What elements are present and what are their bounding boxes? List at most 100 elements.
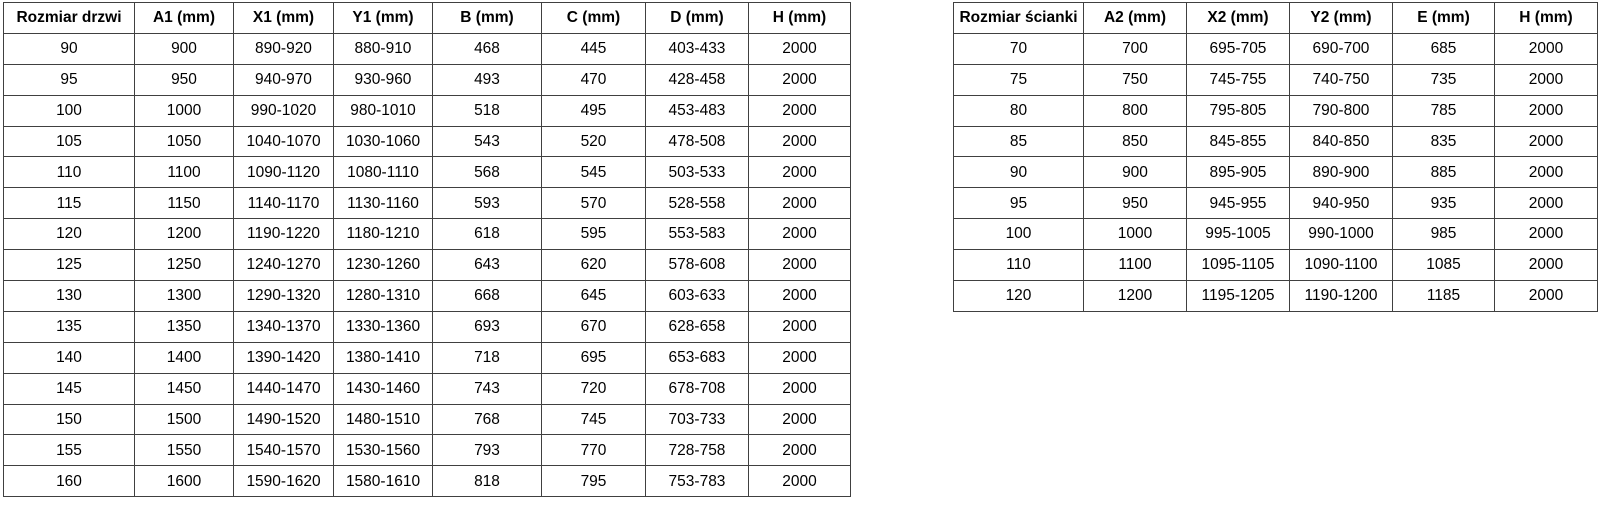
table-cell: 620 bbox=[541, 249, 646, 282]
table-cell: 528-558 bbox=[645, 187, 749, 220]
column-header: E (mm) bbox=[1392, 2, 1495, 34]
table-cell: 800 bbox=[1083, 94, 1187, 127]
table-cell: 568 bbox=[432, 156, 542, 189]
table-cell: 1100 bbox=[134, 156, 234, 189]
table-cell: 945-955 bbox=[1186, 187, 1290, 220]
table-cell: 728-758 bbox=[645, 434, 749, 467]
table-cell: 155 bbox=[3, 434, 135, 467]
table-cell: 980-1010 bbox=[333, 94, 433, 127]
table-row: 130 1300 1290-1320 1280-1310 668 645 603-633 20… bbox=[3, 280, 851, 312]
table-cell: 745-755 bbox=[1186, 63, 1290, 96]
table-cell: 543 bbox=[432, 125, 542, 158]
column-header: Y1 (mm) bbox=[333, 2, 433, 34]
table-cell: 985 bbox=[1392, 218, 1495, 251]
table-cell: 1330-1360 bbox=[333, 310, 433, 343]
table-cell: 1085 bbox=[1392, 249, 1495, 282]
column-header: C (mm) bbox=[541, 2, 646, 34]
table-cell: 703-733 bbox=[645, 403, 749, 436]
table-cell: 900 bbox=[1083, 156, 1187, 189]
table-cell: 740-750 bbox=[1289, 63, 1393, 96]
table-cell: 1090-1100 bbox=[1289, 249, 1393, 282]
table-cell: 880-910 bbox=[333, 32, 433, 65]
table-cell: 468 bbox=[432, 32, 542, 65]
table-cell: 445 bbox=[541, 32, 646, 65]
table-cell: 130 bbox=[3, 280, 135, 312]
table-cell: 160 bbox=[3, 465, 135, 498]
table-row: 145 1450 1440-1470 1430-1460 743 720 678-708 20… bbox=[3, 372, 851, 405]
table-cell: 1450 bbox=[134, 372, 234, 405]
table-cell: 478-508 bbox=[645, 125, 749, 158]
table-cell: 2000 bbox=[748, 94, 851, 127]
table-cell: 885 bbox=[1392, 156, 1495, 189]
table-cell: 1530-1560 bbox=[333, 434, 433, 467]
table-cell: 1200 bbox=[1083, 280, 1187, 312]
table-cell: 1130-1160 bbox=[333, 187, 433, 220]
table-cell: 2000 bbox=[1494, 218, 1598, 251]
table-cell: 1580-1610 bbox=[333, 465, 433, 498]
table-cell: 693 bbox=[432, 310, 542, 343]
table-cell: 75 bbox=[953, 63, 1084, 96]
table-cell: 2000 bbox=[1494, 63, 1598, 96]
table-cell: 95 bbox=[953, 187, 1084, 220]
table-row: 85 850 845-855 840-850 835 2000 bbox=[953, 125, 1598, 158]
table-cell: 493 bbox=[432, 63, 542, 96]
column-header: A1 (mm) bbox=[134, 2, 234, 34]
table-cell: 1380-1410 bbox=[333, 341, 433, 374]
table-cell: 1000 bbox=[1083, 218, 1187, 251]
table-cell: 1190-1200 bbox=[1289, 280, 1393, 312]
table-cell: 1350 bbox=[134, 310, 234, 343]
table-cell: 940-970 bbox=[233, 63, 334, 96]
table-cell: 110 bbox=[3, 156, 135, 189]
table-cell: 745 bbox=[541, 403, 646, 436]
table-cell: 2000 bbox=[748, 372, 851, 405]
table-cell: 503-533 bbox=[645, 156, 749, 189]
table-cell: 685 bbox=[1392, 32, 1495, 65]
table-cell: 145 bbox=[3, 372, 135, 405]
table-cell: 1340-1370 bbox=[233, 310, 334, 343]
table-cell: 845-855 bbox=[1186, 125, 1290, 158]
column-header: B (mm) bbox=[432, 2, 542, 34]
table-cell: 690-700 bbox=[1289, 32, 1393, 65]
table-cell: 793 bbox=[432, 434, 542, 467]
table-cell: 2000 bbox=[748, 280, 851, 312]
table-cell: 670 bbox=[541, 310, 646, 343]
table-cell: 1430-1460 bbox=[333, 372, 433, 405]
table-cell: 2000 bbox=[748, 249, 851, 282]
table-cell: 735 bbox=[1392, 63, 1495, 96]
table-cell: 628-658 bbox=[645, 310, 749, 343]
table-cell: 570 bbox=[541, 187, 646, 220]
table-row: 75 750 745-755 740-750 735 2000 bbox=[953, 63, 1598, 96]
table-cell: 1195-1205 bbox=[1186, 280, 1290, 312]
table-cell: 700 bbox=[1083, 32, 1187, 65]
table-row: 155 1550 1540-1570 1530-1560 793 770 728-758 20… bbox=[3, 434, 851, 467]
table-cell: 1300 bbox=[134, 280, 234, 312]
table-cell: 1390-1420 bbox=[233, 341, 334, 374]
table-cell: 990-1000 bbox=[1289, 218, 1393, 251]
table-cell: 428-458 bbox=[645, 63, 749, 96]
table-cell: 125 bbox=[3, 249, 135, 282]
table-cell: 1095-1105 bbox=[1186, 249, 1290, 282]
table-row: 115 1150 1140-1170 1130-1160 593 570 528-558 20… bbox=[3, 187, 851, 220]
column-header: A2 (mm) bbox=[1083, 2, 1187, 34]
table-cell: 1140-1170 bbox=[233, 187, 334, 220]
table-row: 80 800 795-805 790-800 785 2000 bbox=[953, 94, 1598, 127]
table-cell: 1000 bbox=[134, 94, 234, 127]
table-cell: 995-1005 bbox=[1186, 218, 1290, 251]
table-row: 120 1200 1195-1205 1190-1200 1185 2000 bbox=[953, 280, 1598, 312]
table-cell: 120 bbox=[953, 280, 1084, 312]
table-cell: 1290-1320 bbox=[233, 280, 334, 312]
table-cell: 770 bbox=[541, 434, 646, 467]
table-cell: 818 bbox=[432, 465, 542, 498]
table-cell: 100 bbox=[953, 218, 1084, 251]
table-cell: 950 bbox=[1083, 187, 1187, 220]
table-cell: 795 bbox=[541, 465, 646, 498]
table-cell: 668 bbox=[432, 280, 542, 312]
table-cell: 2000 bbox=[748, 187, 851, 220]
table-row: 120 1200 1190-1220 1180-1210 618 595 553-583 20… bbox=[3, 218, 851, 251]
table-cell: 1190-1220 bbox=[233, 218, 334, 251]
table-cell: 835 bbox=[1392, 125, 1495, 158]
table-row: 90 900 890-920 880-910 468 445 403-433 2000 bbox=[3, 32, 851, 65]
table-cell: 935 bbox=[1392, 187, 1495, 220]
table-row: 150 1500 1490-1520 1480-1510 768 745 703-733 20… bbox=[3, 403, 851, 436]
table-cell: 2000 bbox=[1494, 125, 1598, 158]
